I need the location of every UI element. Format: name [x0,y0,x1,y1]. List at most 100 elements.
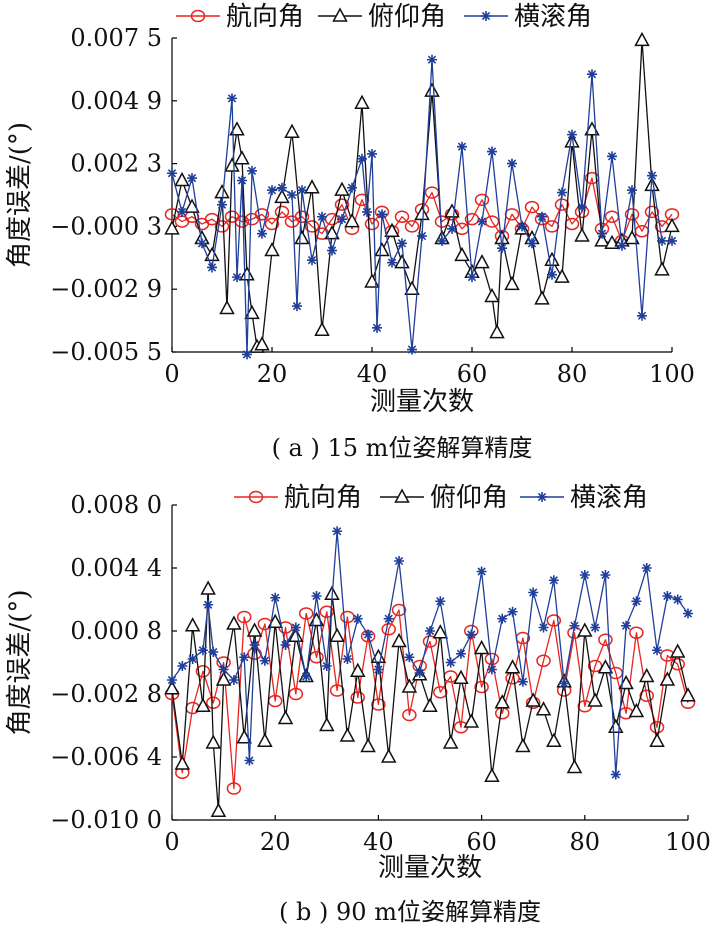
data-point [342,654,353,664]
data-point [667,235,677,246]
data-point [226,615,242,630]
data-point [637,310,647,321]
y-tick-label: −0.002 8 [50,680,162,708]
data-point [174,171,190,187]
data-point [364,217,380,231]
data-point [559,678,570,689]
chart-panel-b: −0.010 0 −0.006 4 −0.002 8 0.000 8 0.004 4 0.… [5,482,711,926]
data-point [652,645,663,656]
data-point [234,150,250,165]
data-point [484,287,500,303]
data-point [167,168,177,179]
x-tick-label: 100 [665,828,711,856]
data-point [314,321,330,337]
data-point [373,664,384,675]
data-point [324,225,340,240]
y-tick-label: −0.002 9 [50,275,162,303]
data-point [224,157,240,172]
data-point [489,324,505,339]
y-tick-label: 0.008 0 [70,491,162,519]
data-point [394,210,410,223]
data-point [536,654,551,667]
data-point [354,94,370,109]
x-tick-label: 40 [363,828,394,856]
data-point [187,173,197,184]
data-point [608,718,624,733]
data-point [288,627,304,642]
data-point [197,238,207,249]
data-point [659,671,676,686]
data-point [680,687,696,702]
data-point [535,701,552,716]
data-point [298,607,314,620]
data-point [274,205,290,219]
data-point [427,54,437,65]
data-point [215,671,232,686]
data-point [422,697,438,712]
legend-item: 航向角 [174,1,304,32]
data-point [554,198,570,211]
data-point [277,709,294,725]
x-tick-label: 40 [357,360,388,388]
data-point [466,629,477,640]
data-point [527,238,537,249]
legend-label: 俯仰角 [368,2,446,32]
data-point [407,344,417,355]
data-point [474,254,490,269]
data-point [634,31,650,47]
data-point [383,613,394,624]
series-3 [167,54,677,360]
legend-marker [394,488,410,503]
data-point [204,212,220,226]
data-point [164,220,180,235]
legend-item: 俯仰角 [316,1,446,32]
data-point [304,179,320,194]
data-point [229,121,245,136]
data-point [629,626,644,639]
y-tick-label: 0.000 8 [70,617,162,645]
data-point [683,608,693,619]
data-point [504,275,520,291]
y-tick-label: 0.007 5 [70,24,162,52]
series-line [171,530,689,776]
data-point [453,669,469,684]
data-point [638,667,655,683]
x-tick-label: 20 [260,828,291,856]
data-point [414,205,430,221]
data-point [404,220,420,233]
data-point [206,696,221,709]
data-point [311,591,322,601]
data-point [347,182,357,193]
legend-label: 俯仰角 [430,483,508,513]
data-point [210,802,227,817]
data-point [590,622,601,633]
data-point [476,566,487,577]
data-point [236,729,252,744]
data-point [454,246,470,262]
data-point [294,210,310,223]
series-line [171,588,689,812]
legend-marker [332,7,348,22]
data-point [433,686,448,699]
data-point [631,596,642,607]
data-point [621,620,632,631]
data-point [394,254,410,269]
data-point [494,694,510,709]
data-point [340,610,355,624]
data-point [544,251,560,266]
x-axis-label: 测量次数 [370,387,474,417]
data-point [339,727,356,742]
data-point [294,229,310,245]
data-point [242,349,252,360]
data-point [217,199,227,210]
legend: 航向角 俯仰角 横滚角 [174,1,592,32]
data-point [424,82,440,97]
data-point [334,198,350,211]
data-point [350,662,366,677]
data-point [639,689,654,702]
x-tick-label: 80 [570,828,601,856]
data-point [204,246,220,262]
data-point [669,643,686,658]
data-point [566,758,583,774]
data-point [435,596,446,607]
